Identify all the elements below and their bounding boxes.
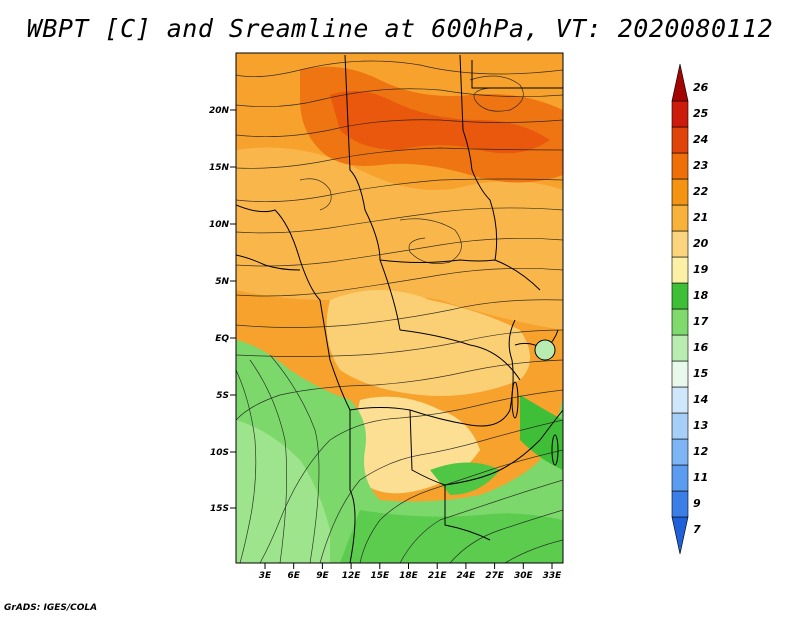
lat-label: EQ [215, 334, 229, 344]
map-title: WBPT [C] and Sreamline at 600hPa, VT: 20… [26, 14, 774, 43]
colorbar-segment [671, 256, 689, 284]
colorbar-label: 23 [693, 159, 709, 172]
colorbar-segment [671, 464, 689, 492]
lon-label: 18E [399, 571, 419, 581]
colorbar-segment [671, 178, 689, 206]
colorbar-segment [671, 360, 689, 388]
colorbar: 7 9 11 12 13 14 15 16 17 18 19 20 21 22 23 24 25 26 [671, 63, 709, 555]
lat-label: 20N [209, 106, 230, 116]
lat-label: 5S [216, 391, 229, 401]
colorbar-label: 22 [693, 185, 709, 198]
colorbar-segment [671, 490, 689, 518]
colorbar-segment [671, 334, 689, 362]
colorbar-segment [671, 63, 689, 102]
lon-label: 3E [259, 571, 272, 581]
colorbar-segment [671, 386, 689, 414]
longitude-axis: 3E 6E 9E 12E 15E 18E 21E 24E 27E 30E 33E [259, 563, 562, 581]
colorbar-label: 11 [693, 471, 708, 484]
colorbar-segment [671, 152, 689, 180]
lon-label: 21E [428, 571, 448, 581]
lon-label: 15E [370, 571, 390, 581]
map-frame [235, 52, 564, 564]
lat-label: 10S [210, 448, 229, 458]
lon-label: 27E [485, 571, 505, 581]
lon-label: 12E [342, 571, 362, 581]
lon-label: 9E [316, 571, 329, 581]
colorbar-label: 15 [693, 367, 709, 380]
colorbar-label: 24 [693, 133, 708, 146]
colorbar-segment [671, 516, 689, 555]
colorbar-segment [671, 412, 689, 440]
colorbar-label: 14 [693, 393, 708, 406]
colorbar-segment [671, 204, 689, 232]
colorbar-segment [671, 308, 689, 336]
colorbar-segment [671, 438, 689, 466]
lat-label: 15N [209, 163, 230, 173]
map-area [236, 53, 563, 563]
colorbar-label: 21 [693, 211, 708, 224]
colorbar-label: 18 [693, 289, 709, 302]
colorbar-label: 16 [693, 341, 709, 354]
colorbar-segment [671, 230, 689, 258]
lon-label: 33E [543, 571, 563, 581]
colorbar-label: 19 [693, 263, 709, 276]
colorbar-segment [671, 126, 689, 154]
colorbar-label: 20 [693, 237, 709, 250]
lon-label: 24E [457, 571, 477, 581]
colorbar-label: 17 [693, 315, 709, 328]
lat-label: 5N [215, 277, 229, 287]
colorbar-label: 26 [693, 81, 709, 94]
colorbar-label: 12 [693, 445, 709, 458]
grads-credit: GrADS: IGES/COLA [4, 603, 98, 613]
colorbar-label: 13 [693, 419, 709, 432]
colorbar-segment [671, 282, 689, 310]
colorbar-label: 9 [693, 497, 701, 510]
lon-label: 6E [287, 571, 300, 581]
colorbar-label: 25 [693, 107, 709, 120]
lat-label: 15S [210, 504, 229, 514]
lon-label: 30E [514, 571, 534, 581]
latitude-axis: 20N 15N 10N 5N EQ 5S 10S 15S [209, 106, 236, 514]
lat-label: 10N [209, 220, 230, 230]
colorbar-label: 7 [693, 523, 701, 536]
colorbar-segment [671, 100, 689, 128]
